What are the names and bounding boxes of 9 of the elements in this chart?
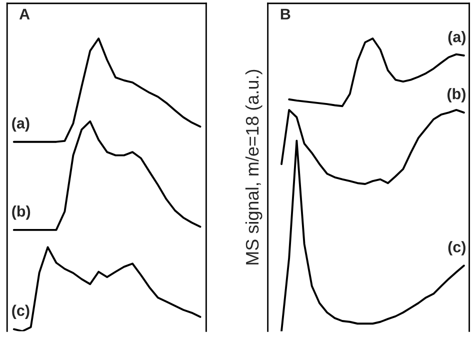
chart-title: B bbox=[280, 8, 290, 20]
series-label: (c) bbox=[448, 241, 466, 256]
series-label: (a) bbox=[12, 117, 30, 132]
chart-title: A bbox=[19, 8, 30, 20]
y-axis-title: MS signal, m/e=18 (a.u.) bbox=[245, 70, 262, 264]
series-label: (b) bbox=[12, 205, 30, 220]
series-label: (b) bbox=[447, 88, 466, 102]
series-label: (a) bbox=[448, 31, 466, 46]
series-label: (c) bbox=[12, 304, 30, 319]
